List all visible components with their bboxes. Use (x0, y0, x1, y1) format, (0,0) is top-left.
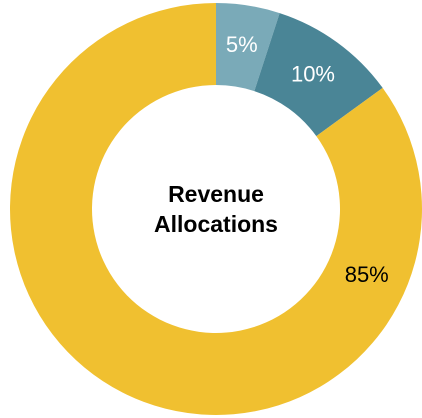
segment-label: 10% (291, 61, 335, 86)
donut-segment (10, 3, 422, 415)
donut-segment (254, 13, 383, 137)
segment-label: 85% (345, 262, 389, 287)
donut-segment (216, 3, 280, 92)
chart-title: Revenue Allocations (154, 181, 278, 237)
segment-label: 5% (226, 32, 258, 57)
